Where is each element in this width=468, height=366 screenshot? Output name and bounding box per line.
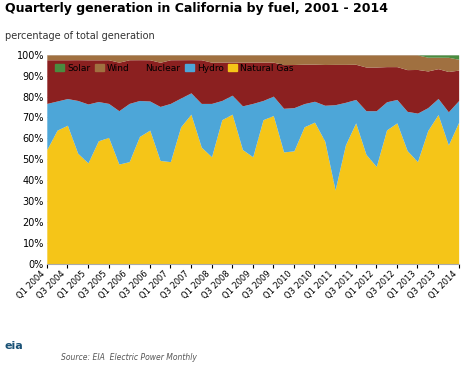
Text: eia: eia [5,341,23,351]
Text: Source: EIA  Electric Power Monthly: Source: EIA Electric Power Monthly [61,352,197,362]
Text: percentage of total generation: percentage of total generation [5,31,154,41]
Legend: Solar, Wind, Nuclear, Hydro, Natural Gas: Solar, Wind, Nuclear, Hydro, Natural Gas [55,64,293,72]
Text: Quarterly generation in California by fuel, 2001 - 2014: Quarterly generation in California by fu… [5,2,388,15]
